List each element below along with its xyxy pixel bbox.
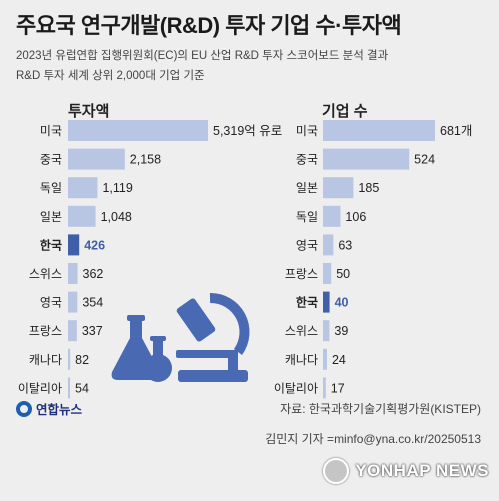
microscope-pillar bbox=[228, 352, 238, 372]
bar bbox=[323, 320, 330, 342]
bar bbox=[323, 177, 354, 199]
bar bbox=[68, 234, 80, 256]
category-label: 독일 bbox=[296, 210, 318, 224]
flask-neck bbox=[127, 315, 145, 321]
subtitle-line-2: R&D 투자 세계 상위 2,000대 기업 기준 bbox=[16, 70, 205, 82]
microscope-base bbox=[178, 370, 248, 382]
bar bbox=[323, 291, 330, 313]
value-label: 185 bbox=[358, 181, 379, 195]
value-label: 426 bbox=[84, 238, 105, 252]
category-label: 스위스 bbox=[29, 267, 62, 281]
value-label: 82 bbox=[75, 353, 89, 367]
value-label: 1,119 bbox=[102, 181, 132, 195]
category-label: 일본 bbox=[40, 210, 62, 224]
bar bbox=[323, 205, 341, 227]
value-label: 54 bbox=[75, 381, 89, 395]
category-label: 영국 bbox=[40, 296, 62, 310]
investment-chart-title: 투자액 bbox=[68, 103, 110, 120]
value-label: 50 bbox=[336, 267, 350, 281]
value-label: 362 bbox=[83, 267, 104, 281]
category-label: 캐나다 bbox=[285, 353, 318, 367]
company-count-chart-title: 기업 수 bbox=[322, 103, 368, 120]
yonhap-watermark-icon bbox=[323, 458, 350, 484]
bar bbox=[68, 120, 208, 141]
category-label: 이탈리아 bbox=[274, 381, 318, 395]
value-label: 106 bbox=[345, 210, 366, 224]
round-flask-lip bbox=[150, 336, 166, 341]
value-label: 524 bbox=[414, 153, 435, 167]
microscope-tube bbox=[176, 298, 216, 342]
category-label: 스위스 bbox=[285, 324, 318, 338]
yonhap-watermark-text: YONHAP NEWS bbox=[355, 461, 489, 480]
category-label: 일본 bbox=[296, 181, 318, 195]
microscope-arm bbox=[209, 292, 250, 355]
category-label: 중국 bbox=[296, 153, 318, 167]
bar bbox=[323, 234, 334, 256]
round-flask-icon bbox=[144, 354, 172, 382]
bar bbox=[68, 377, 70, 399]
category-label: 독일 bbox=[40, 181, 62, 195]
bar bbox=[323, 377, 326, 399]
yonhap-watermark: YONHAP NEWS bbox=[323, 458, 489, 484]
value-label: 24 bbox=[332, 353, 346, 367]
category-label: 영국 bbox=[296, 238, 318, 252]
category-label: 미국 bbox=[296, 124, 318, 138]
yonhap-logo-icon bbox=[16, 400, 32, 417]
value-label: 40 bbox=[335, 296, 349, 310]
category-label: 한국 bbox=[296, 295, 318, 310]
category-label: 프랑스 bbox=[29, 324, 62, 338]
bar bbox=[68, 291, 78, 313]
category-label: 미국 bbox=[40, 124, 62, 138]
value-label: 681개 bbox=[440, 124, 472, 138]
bar bbox=[68, 205, 96, 227]
lab-equipment-illustration bbox=[111, 292, 250, 382]
category-label: 프랑스 bbox=[285, 267, 318, 281]
value-label: 17 bbox=[331, 381, 345, 395]
value-label: 2,158 bbox=[130, 153, 161, 167]
source-note: 자료: 한국과학기술기획평가원(KISTEP) bbox=[280, 402, 481, 416]
yonhap-logo: 연합뉴스 bbox=[16, 399, 82, 418]
bar bbox=[323, 263, 332, 284]
bar bbox=[323, 120, 435, 141]
bar bbox=[68, 348, 71, 370]
byline: 김민지 기자 =minfo@yna.co.kr/20250513 bbox=[265, 432, 481, 446]
bar bbox=[68, 177, 98, 199]
subtitle-line-1: 2023년 유럽연합 집행위원회(EC)의 EU 산업 R&D 투자 스코어보드… bbox=[16, 50, 389, 62]
value-label: 354 bbox=[82, 296, 103, 310]
bar bbox=[323, 348, 327, 370]
value-label: 5,319억 유로 bbox=[213, 124, 282, 138]
yonhap-logo-text: 연합뉴스 bbox=[36, 403, 83, 417]
page-title: 주요국 연구개발(R&D) 투자 기업 수·투자액 bbox=[16, 13, 402, 38]
category-label: 캐나다 bbox=[29, 353, 62, 367]
category-label: 한국 bbox=[40, 237, 62, 252]
value-label: 39 bbox=[334, 324, 348, 338]
bar bbox=[68, 263, 78, 284]
value-label: 337 bbox=[82, 324, 103, 338]
value-label: 1,048 bbox=[101, 210, 132, 224]
round-flask-neck bbox=[153, 340, 163, 356]
category-label: 이탈리아 bbox=[18, 381, 62, 395]
value-label: 63 bbox=[338, 238, 352, 252]
category-label: 중국 bbox=[40, 153, 62, 167]
microscope-stage bbox=[176, 350, 238, 358]
bar bbox=[68, 320, 77, 342]
bar bbox=[323, 148, 410, 170]
bar bbox=[68, 148, 125, 170]
